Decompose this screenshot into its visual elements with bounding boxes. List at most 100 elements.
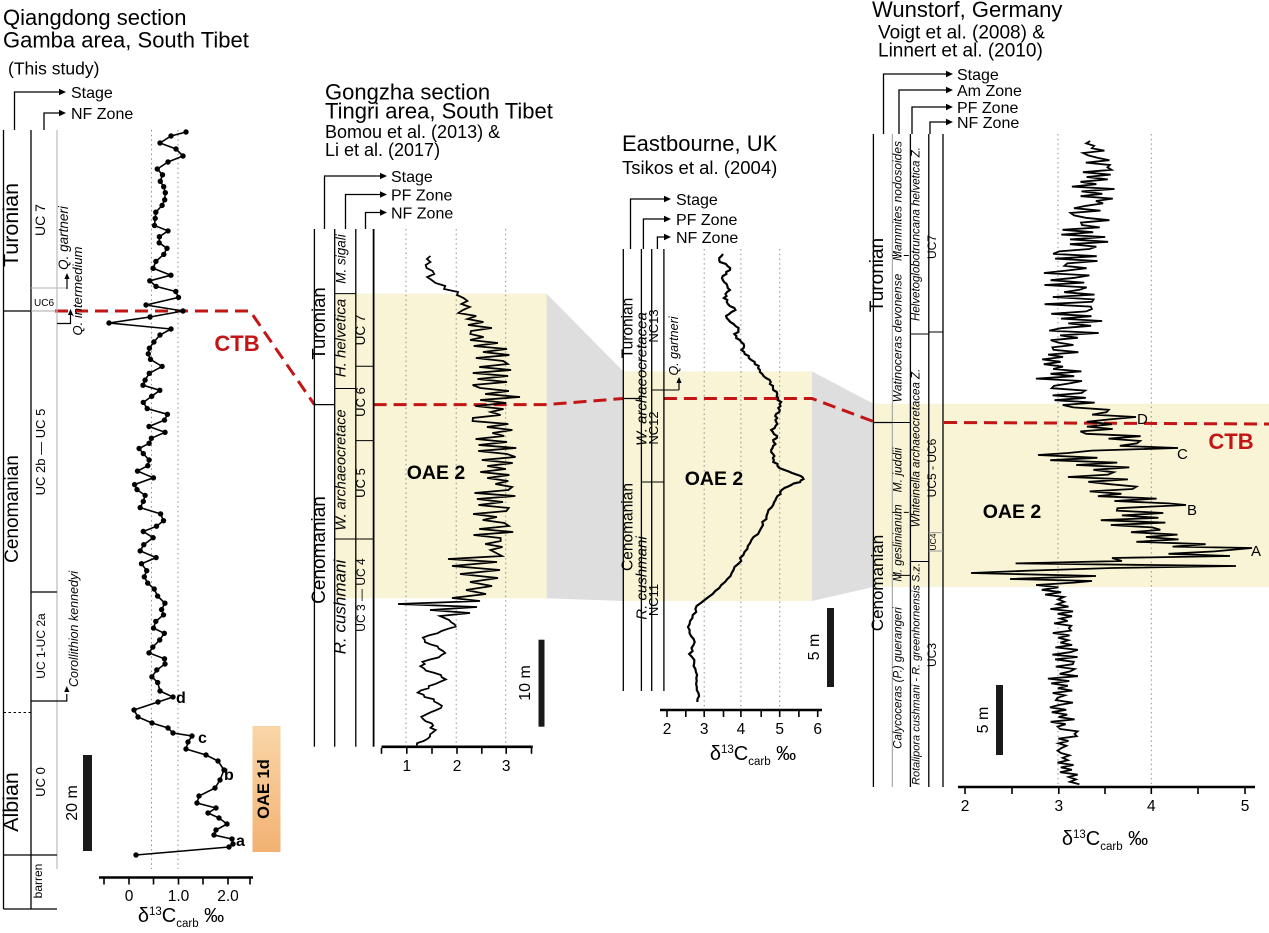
svg-text:Calycoceras (P.) guerangeri: Calycoceras (P.) guerangeri — [893, 607, 905, 749]
svg-text:Turonian: Turonian — [867, 238, 888, 312]
svg-text:NF Zone: NF Zone — [676, 230, 738, 247]
svg-text:Turonian: Turonian — [308, 287, 329, 359]
svg-text:W. archaeocretacea: W. archaeocretacea — [634, 312, 651, 446]
svg-text:UC 5: UC 5 — [353, 468, 368, 498]
svg-text:Q. intermedium: Q. intermedium — [70, 246, 85, 335]
svg-text:Am Zone: Am Zone — [957, 83, 1022, 100]
svg-text:M. geslinianum: M. geslinianum — [893, 504, 905, 582]
svg-text:Mammites nodosoides: Mammites nodosoides — [891, 141, 905, 261]
svg-text:b: b — [224, 767, 234, 784]
svg-text:Turonian: Turonian — [0, 183, 23, 267]
svg-text:H. helvetica: H. helvetica — [333, 299, 350, 377]
svg-text:Helvetoglobotruncana helvetica: Helvetoglobotruncana helvetica Z. — [911, 147, 923, 321]
svg-text:5: 5 — [1241, 798, 1250, 815]
svg-text:5 m: 5 m — [975, 707, 992, 734]
svg-text:4: 4 — [737, 721, 746, 738]
svg-text:Whiteinella archaeocretacea Z.: Whiteinella archaeocretacea Z. — [911, 369, 923, 528]
svg-text:Wunstorf, Germany: Wunstorf, Germany — [872, 0, 1062, 22]
svg-text:R. cushmani: R. cushmani — [331, 559, 350, 655]
svg-text:UC 2b — UC 5: UC 2b — UC 5 — [33, 409, 48, 496]
svg-text:PF Zone: PF Zone — [391, 188, 452, 205]
svg-text:A: A — [1251, 543, 1261, 560]
svg-text:10 m: 10 m — [517, 665, 534, 701]
svg-text:M. sigali: M. sigali — [334, 233, 349, 284]
svg-text:OAE 2: OAE 2 — [685, 468, 744, 490]
svg-text:UC 1-UC 2a: UC 1-UC 2a — [34, 613, 48, 679]
svg-text:OAE 1d: OAE 1d — [255, 759, 273, 819]
svg-text:NC12: NC12 — [646, 411, 661, 444]
svg-text:OAE 2: OAE 2 — [983, 501, 1042, 523]
svg-text:NC11: NC11 — [646, 584, 661, 616]
svg-text:2: 2 — [961, 798, 970, 815]
svg-text:UC3: UC3 — [925, 643, 939, 667]
svg-text:5 m: 5 m — [806, 634, 823, 661]
svg-text:NF Zone: NF Zone — [71, 106, 133, 123]
svg-text:Cenomanian: Cenomanian — [309, 496, 330, 604]
svg-text:Q. gartneri: Q. gartneri — [667, 315, 681, 375]
svg-text:Cenomanian: Cenomanian — [620, 483, 637, 571]
svg-text:NC13: NC13 — [646, 309, 661, 342]
svg-text:UC 7: UC 7 — [353, 315, 368, 346]
svg-text:3: 3 — [1054, 798, 1063, 815]
svg-text:3: 3 — [700, 721, 709, 738]
svg-text:Li et al. (2017): Li et al. (2017) — [325, 140, 440, 160]
svg-text:5: 5 — [775, 721, 784, 738]
svg-text:4: 4 — [1147, 798, 1156, 815]
svg-text:B: B — [1187, 502, 1197, 519]
svg-text:(This study): (This study) — [8, 59, 99, 79]
svg-text:UC7: UC7 — [925, 235, 939, 259]
svg-text:M. juddii: M. juddii — [891, 447, 905, 492]
svg-text:Stage: Stage — [676, 192, 718, 209]
svg-text:Eastbourne, UK: Eastbourne, UK — [622, 131, 778, 156]
svg-text:Stage: Stage — [957, 67, 999, 84]
svg-text:3: 3 — [502, 758, 511, 775]
svg-text:NF Zone: NF Zone — [391, 206, 453, 223]
svg-text:Corollithion kennedyi: Corollithion kennedyi — [67, 570, 81, 687]
svg-text:Stage: Stage — [71, 85, 113, 102]
svg-text:W. archaeocretace: W. archaeocretace — [334, 409, 350, 530]
svg-text:Tsikos et al. (2004): Tsikos et al. (2004) — [622, 157, 777, 178]
svg-text:barren: barren — [31, 864, 45, 899]
svg-text:UC 0: UC 0 — [33, 767, 48, 797]
svg-text:Stage: Stage — [391, 169, 433, 186]
svg-text:Cenomanian: Cenomanian — [868, 535, 887, 631]
svg-text:20 m: 20 m — [64, 785, 81, 821]
svg-text:1: 1 — [402, 758, 411, 775]
svg-text:Watinoceras devonense: Watinoceras devonense — [891, 273, 905, 402]
svg-text:C: C — [1177, 446, 1188, 463]
svg-text:D: D — [1137, 411, 1148, 428]
svg-text:PF Zone: PF Zone — [957, 100, 1018, 117]
svg-text:a: a — [236, 833, 245, 850]
svg-text:d: d — [176, 690, 186, 707]
svg-text:Tingri area, South Tibet: Tingri area, South Tibet — [325, 99, 553, 124]
svg-text:UC 6: UC 6 — [353, 387, 368, 417]
svg-text:UC4: UC4 — [928, 533, 938, 550]
svg-text:6: 6 — [813, 721, 822, 738]
svg-text:NF Zone: NF Zone — [957, 115, 1019, 132]
svg-text:2.0: 2.0 — [217, 888, 239, 905]
svg-text:Rotalipora cushmani - R. green: Rotalipora cushmani - R. greenhornensis … — [911, 563, 923, 785]
svg-text:UC5 - UC6: UC5 - UC6 — [925, 438, 939, 497]
svg-text:Turonian: Turonian — [620, 298, 637, 359]
svg-text:δ13Ccarb ‰: δ13Ccarb ‰ — [1062, 828, 1148, 853]
svg-text:PF Zone: PF Zone — [676, 212, 737, 229]
svg-text:Voigt et al. (2008) &: Voigt et al. (2008) & — [878, 23, 1045, 44]
svg-text:CTB: CTB — [214, 331, 259, 356]
svg-text:Gamba area, South Tibet: Gamba area, South Tibet — [3, 28, 249, 53]
svg-text:Bomou et al. (2013) &: Bomou et al. (2013) & — [325, 122, 500, 142]
svg-text:Linnert et al. (2010): Linnert et al. (2010) — [878, 41, 1043, 62]
svg-text:Q. gartneri: Q. gartneri — [56, 205, 71, 270]
svg-text:UC6: UC6 — [34, 298, 54, 309]
svg-text:OAE 2: OAE 2 — [407, 462, 466, 484]
svg-text:Albian: Albian — [0, 772, 23, 832]
svg-text:Gongzha section: Gongzha section — [325, 80, 490, 105]
svg-text:0: 0 — [125, 888, 134, 905]
svg-text:2: 2 — [663, 721, 672, 738]
svg-text:UC 7: UC 7 — [32, 204, 48, 236]
svg-text:UC 3 — UC 4: UC 3 — UC 4 — [354, 558, 368, 632]
svg-text:CTB: CTB — [1208, 429, 1253, 454]
svg-text:c: c — [198, 730, 207, 747]
svg-text:R. cushmani: R. cushmani — [634, 536, 651, 620]
svg-text:Qiangdong section: Qiangdong section — [3, 5, 186, 30]
svg-text:2: 2 — [453, 758, 462, 775]
